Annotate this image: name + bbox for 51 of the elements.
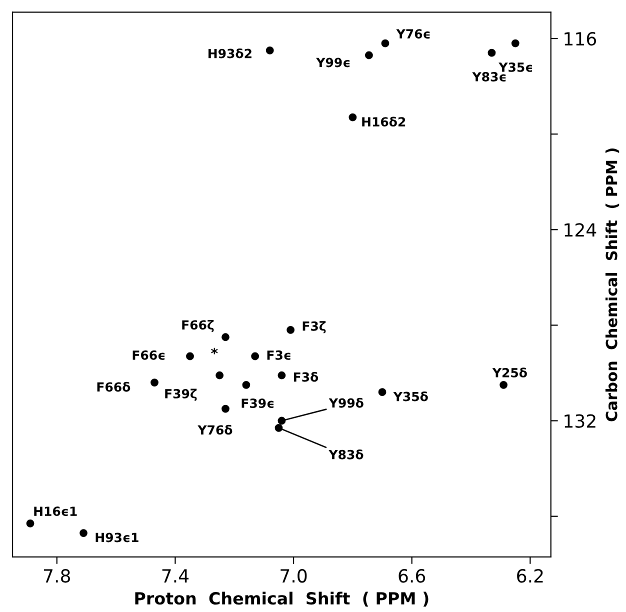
point — [251, 352, 260, 360]
point — [488, 48, 496, 57]
annotation: F3ϵ — [267, 350, 290, 360]
point — [222, 404, 230, 413]
annotation: F3δ — [294, 372, 318, 382]
annotation: Y99ϵ — [316, 58, 350, 68]
y-tick-label: 124 — [564, 223, 596, 236]
annotation: H93ϵ1 — [96, 532, 138, 542]
annotation: F66δ — [97, 382, 130, 392]
point — [150, 378, 158, 386]
annotation: H16δ2 — [362, 116, 406, 127]
x-tick-label: 6.6 — [398, 569, 426, 583]
x-tick-label: 7.4 — [162, 569, 189, 582]
point — [500, 380, 508, 389]
point — [511, 39, 520, 48]
annotation: Y35δ — [393, 391, 428, 402]
annotation: Y83ϵ — [472, 72, 506, 82]
x-tick-label: 7.8 — [44, 569, 70, 583]
y-tick-label: 132 — [564, 414, 596, 428]
point — [378, 388, 386, 396]
x-axis-title: Proton Chemical Shift ( PPM ) — [135, 592, 428, 607]
point — [186, 352, 194, 360]
x-tick-label: 6.2 — [517, 569, 543, 583]
annotation: Y83δ — [328, 450, 364, 460]
point — [216, 371, 224, 380]
point — [80, 529, 88, 537]
y-tick-label: 116 — [564, 32, 596, 46]
annotation: F66ζ — [182, 320, 214, 332]
annotation: Y35ϵ — [498, 62, 532, 72]
annotation: Y25δ — [492, 368, 527, 378]
point — [365, 51, 373, 60]
point — [26, 520, 34, 528]
annotation: F39ζ — [165, 388, 197, 401]
annotation: Y99δ — [328, 398, 364, 408]
point — [222, 333, 230, 342]
annotation: Y76δ — [198, 424, 232, 435]
annotation: F66ϵ — [132, 350, 164, 360]
point — [278, 371, 286, 380]
point — [348, 113, 357, 122]
point — [266, 46, 274, 54]
annotation: F39ϵ — [242, 398, 274, 408]
annotation: H16ϵ1 — [34, 506, 77, 516]
point — [286, 326, 295, 334]
annotation: F3ζ — [302, 321, 326, 334]
point — [381, 39, 390, 48]
x-tick-label: 7.0 — [280, 569, 307, 583]
annotation: Y76ϵ — [396, 29, 430, 39]
annotation: * — [211, 348, 218, 354]
annotation: H93δ2 — [208, 48, 252, 58]
point — [242, 380, 250, 389]
y-axis-title: Carbon Chemical Shift ( PPM ) — [605, 148, 620, 422]
